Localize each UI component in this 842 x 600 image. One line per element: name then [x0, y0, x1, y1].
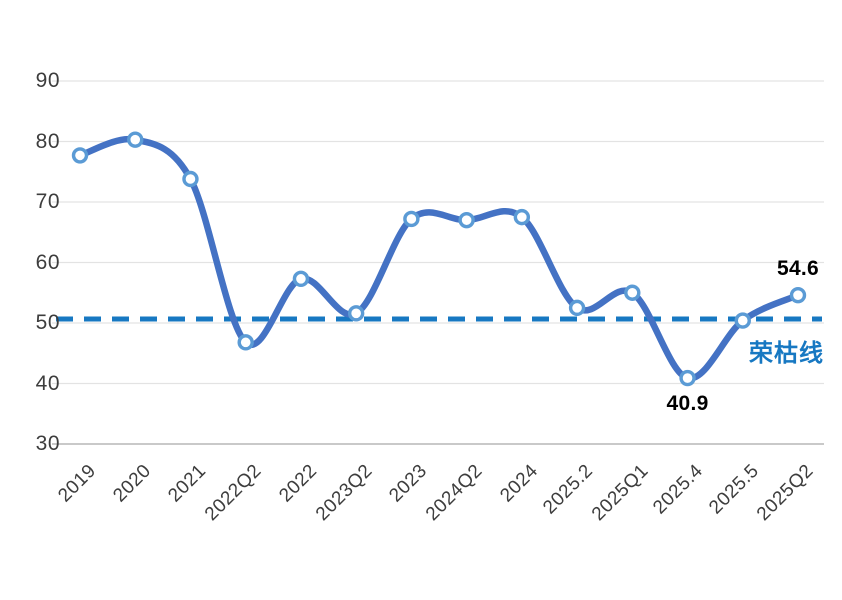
series-line — [76, 135, 802, 382]
data-point-2024 — [513, 208, 531, 226]
data-point-2024Q2 — [458, 211, 475, 229]
data-point-2025.2 — [568, 299, 586, 317]
data-point-2025Q2 — [789, 286, 807, 304]
threshold-label: 荣枯线 — [749, 340, 824, 367]
data-point-2022 — [292, 270, 310, 288]
data-point-2025.4 — [679, 369, 696, 387]
data-point-2022Q2 — [237, 334, 254, 351]
y-tick-60: 60 — [35, 250, 60, 274]
y-tick-80: 80 — [35, 129, 60, 153]
y-tick-50: 50 — [35, 311, 60, 334]
y-tick-40: 40 — [35, 371, 60, 395]
y-tick-90: 90 — [35, 69, 60, 92]
data-point-2023Q2 — [347, 305, 365, 322]
data-label-54-6: 54.6 — [776, 257, 820, 281]
data-label-40-9: 40.9 — [666, 392, 709, 416]
y-tick-30: 30 — [35, 432, 60, 455]
data-point-2023 — [403, 210, 420, 228]
data-point-2019 — [71, 147, 89, 164]
data-point-2021 — [182, 170, 199, 188]
y-tick-70: 70 — [35, 190, 60, 213]
data-point-2025Q1 — [624, 284, 641, 301]
data-point-2025.5 — [734, 312, 751, 329]
data-point-2020 — [127, 131, 144, 148]
